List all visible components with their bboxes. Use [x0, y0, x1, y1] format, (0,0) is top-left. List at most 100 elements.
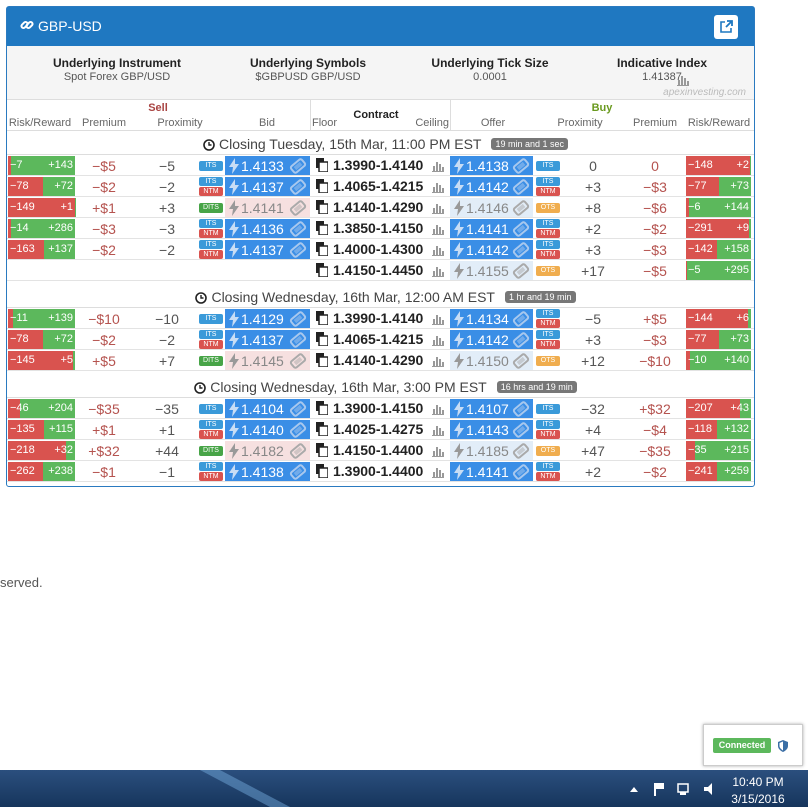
tag-icon — [512, 332, 530, 348]
copy-icon — [316, 401, 329, 416]
badge: ITS — [536, 309, 560, 318]
proximity: +3 — [585, 242, 601, 258]
contract: 1.3850-1.4150 — [333, 220, 424, 236]
reward-text: +144 — [724, 201, 749, 213]
time-remaining: 16 hrs and 19 min — [496, 381, 577, 393]
risk-text: −207 — [688, 402, 713, 414]
price-cell — [225, 330, 310, 349]
contract: 1.3900-1.4150 — [333, 400, 424, 416]
closing-time: Closing Tuesday, 15th Mar, 11:00 PM EST — [218, 136, 482, 152]
proximity: −35 — [155, 401, 179, 417]
chart-icon — [432, 402, 444, 415]
premium: +$32 — [639, 401, 671, 417]
row-separator — [7, 238, 754, 239]
risk-text: −11 — [10, 312, 28, 324]
page-text: served. — [0, 575, 43, 590]
risk-text: −142 — [688, 243, 713, 255]
proximity: −32 — [581, 401, 605, 417]
price: 1.4138 — [466, 158, 509, 174]
price: 1.4104 — [241, 401, 284, 417]
price: 1.4145 — [241, 353, 284, 369]
price-cell — [450, 330, 533, 349]
info-value: $GBPUSD GBP/USD — [255, 71, 361, 83]
closing-time: Closing Wednesday, 16th Mar, 12:00 AM ES… — [211, 289, 495, 305]
badge: ITS — [536, 177, 560, 186]
risk-text: −163 — [10, 243, 35, 255]
bolt-icon — [229, 242, 239, 258]
risk-bar — [686, 420, 717, 439]
bolt-icon — [454, 443, 464, 459]
proximity: +44 — [155, 443, 179, 459]
info-area — [7, 46, 754, 100]
premium: −$2 — [92, 332, 116, 348]
price: 1.4107 — [466, 401, 509, 417]
bolt-icon — [229, 311, 239, 327]
premium: +$5 — [643, 311, 667, 327]
reward-bar — [42, 330, 75, 349]
risk-bar — [686, 462, 718, 481]
reward-bar — [688, 198, 751, 217]
panel-header — [7, 7, 754, 46]
bolt-icon — [454, 464, 464, 480]
contract: 1.3990-1.4140 — [333, 157, 424, 173]
proximity: +1 — [159, 422, 175, 438]
premium: −$3 — [643, 332, 667, 348]
bolt-icon — [454, 200, 464, 216]
row-separator — [7, 280, 754, 281]
risk-text: −291 — [688, 222, 713, 234]
tag-icon — [289, 242, 307, 258]
reward-text: +1 — [60, 201, 73, 213]
info-label: Underlying Instrument — [52, 56, 181, 70]
info-value: 1.41387 — [642, 71, 682, 83]
contract: 1.3900-1.4400 — [333, 463, 424, 479]
price: 1.4182 — [241, 443, 284, 459]
clock-icon — [203, 138, 215, 151]
price: 1.4136 — [241, 221, 284, 237]
external-link-icon — [720, 20, 734, 34]
badge: ITS — [199, 462, 223, 471]
premium: −$5 — [643, 263, 667, 279]
tag-icon — [512, 221, 530, 237]
tag-icon — [289, 311, 307, 327]
reward-bar — [690, 351, 751, 370]
badge: ITS — [199, 177, 223, 186]
tag-icon — [512, 311, 530, 327]
row-separator — [7, 175, 754, 176]
start-glow — [200, 770, 290, 807]
premium: −$3 — [643, 242, 667, 258]
price: 1.4143 — [466, 422, 509, 438]
bolt-icon — [229, 158, 239, 174]
price-cell — [450, 219, 533, 238]
risk-text: −118 — [688, 423, 712, 435]
row-separator — [7, 259, 754, 260]
price: 1.4141 — [466, 221, 509, 237]
taskbar-time: 10:40 PM — [732, 775, 784, 789]
sell-header: Sell — [148, 102, 168, 114]
badge: ITS — [536, 404, 560, 414]
badge: NTM — [536, 319, 560, 328]
copy-icon — [316, 443, 329, 458]
proximity: −10 — [155, 311, 179, 327]
proximity: 0 — [589, 158, 597, 174]
chart-icon — [432, 180, 444, 193]
tag-icon — [289, 332, 307, 348]
risk-bar — [686, 219, 750, 238]
bolt-icon — [229, 200, 239, 216]
copy-icon — [316, 200, 329, 215]
risk-text: −6 — [688, 201, 701, 213]
risk-bar — [686, 399, 740, 418]
tag-icon — [289, 464, 307, 480]
risk-bar — [8, 240, 45, 259]
chart-icon — [432, 159, 444, 172]
price-cell — [450, 198, 533, 217]
col-subheader: Premium — [632, 117, 677, 129]
connected-badge: Connected — [713, 738, 771, 753]
reward-text: +72 — [54, 333, 73, 345]
price: 1.4140 — [241, 422, 284, 438]
reward-bar — [739, 399, 751, 418]
risk-text: −241 — [688, 465, 713, 477]
price: 1.4142 — [466, 242, 509, 258]
risk-text: −144 — [688, 312, 713, 324]
reward-text: +73 — [730, 180, 749, 192]
bolt-icon — [454, 158, 464, 174]
